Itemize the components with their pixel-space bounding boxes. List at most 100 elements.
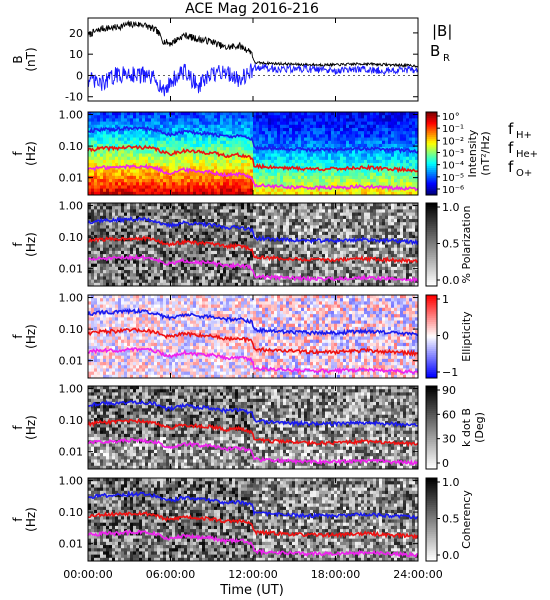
y-tick-label: 0.10 — [59, 323, 84, 336]
colorbar-label: 0.5 — [442, 238, 460, 251]
x-tick-label: 12:00:00 — [228, 568, 277, 581]
y-axis-units: (Hz) — [24, 141, 38, 166]
y-tick-label: 1.00 — [59, 109, 84, 122]
colorbar-kdotb: 90 60 30 0 k dot B (Deg) — [425, 384, 486, 470]
y-tick-label: 1.00 — [59, 292, 84, 305]
y-tick-label: 0.01 — [59, 538, 84, 551]
colorbar-label: 1.0 — [442, 201, 460, 214]
y-tick-label: 0.10 — [59, 140, 84, 153]
colorbar-title: k dot B — [460, 408, 473, 447]
panel-kdotb: 1.00 0.10 0.01 90 60 30 0 k dot B (Deg) f (Hz) — [11, 383, 486, 470]
colorbar-label: 10⁻⁴ — [442, 161, 464, 172]
legend-B-radial-sub: R — [443, 53, 450, 64]
gyro-line-fHe — [87, 327, 419, 357]
colorbar-title: % Polarization — [460, 206, 473, 284]
panel-frame — [87, 111, 419, 196]
colorbar-title: (nT²/Hz) — [479, 131, 492, 175]
colorbar-label: 1 — [442, 293, 449, 306]
colorbar-label: 10⁻² — [442, 136, 464, 147]
colorbar-label: 90 — [442, 384, 456, 397]
y-axis-title: f — [11, 425, 25, 430]
y-axis-title: B — [11, 55, 25, 63]
legend-H+: f — [508, 120, 514, 138]
y-axis-units: (Hz) — [24, 415, 38, 440]
x-tick-label: 24:00:00 — [393, 568, 442, 581]
gyro-line-fHe — [87, 235, 419, 265]
legend-sub-He+: He+ — [516, 149, 538, 160]
x-tick-label: 06:00:00 — [146, 568, 195, 581]
y-axis-units: (Hz) — [24, 232, 38, 257]
y-axis-title: f — [11, 334, 25, 339]
gyro-line-fHe — [87, 510, 419, 540]
colorbar-label: 10⁻⁵ — [442, 173, 464, 184]
y-axis-title: f — [11, 517, 25, 522]
gyro-line-fH — [87, 125, 419, 155]
colorbar-label: 0 — [442, 457, 449, 470]
colorbar-label: 10⁻¹ — [442, 124, 464, 135]
chart-title: ACE Mag 2016-216 — [185, 1, 319, 17]
colorbar-label: 10⁻⁶ — [442, 185, 464, 196]
colorbar-title: Intensity — [466, 129, 479, 177]
y-tick-label: 0.10 — [59, 414, 84, 427]
y-tick-label: 1.00 — [59, 383, 84, 396]
y-axis-units: (nT) — [24, 47, 38, 71]
gyro-line-fH — [87, 399, 419, 428]
series-B-magnitude-line — [87, 19, 419, 68]
y-tick-label: 1.00 — [59, 475, 84, 488]
gyro-line-fH — [87, 490, 419, 520]
spectrogram-polarization — [88, 203, 419, 287]
legend-He+: f — [508, 139, 514, 157]
panel-frame — [87, 202, 419, 287]
y-axis-title: f — [11, 242, 25, 247]
gyro-line-fO — [87, 529, 419, 558]
y-tick-label: 0.01 — [59, 355, 84, 368]
y-tick-label: -10 — [65, 91, 83, 104]
colorbar-polarization: 1.0 0.5 0.0% Polarization — [425, 201, 473, 287]
legend-sub-H+: H+ — [516, 130, 532, 141]
colorbar-label: 30 — [442, 433, 456, 446]
gyro-line-fH — [87, 215, 419, 246]
y-tick-label: 0.01 — [59, 263, 84, 276]
x-axis-title: Time (UT) — [219, 583, 284, 598]
gyro-line-fO — [87, 254, 419, 284]
colorbar-label: 60 — [442, 408, 456, 421]
legend-O+: f — [508, 158, 514, 176]
colorbar-title: (Deg) — [473, 412, 486, 443]
y-tick-label: 0.01 — [59, 172, 84, 185]
x-tick-label: 18:00:00 — [311, 568, 360, 581]
colorbar-label: 0.0 — [442, 274, 460, 287]
colorbar-label: 0 — [442, 330, 449, 343]
colorbar-label: −1 — [442, 366, 458, 379]
colorbar-title: Ellipticity — [460, 311, 473, 362]
y-axis-title: f — [11, 151, 25, 156]
gyro-line-fH — [87, 307, 419, 337]
colorbar-label: 1.0 — [442, 476, 460, 489]
colorbar-label: 10⁻³ — [442, 149, 464, 160]
colorbar-label: 0.0 — [442, 549, 460, 562]
colorbar-title: Coherency — [460, 490, 473, 549]
gyro-line-fO — [87, 346, 419, 375]
panel-polarization: 1.00 0.10 0.01 1.0 0.5 0.0% Polarization f (Hz) — [11, 200, 473, 287]
legend-B-radial: B — [430, 42, 440, 60]
gyro-line-fHe — [87, 144, 419, 174]
y-tick-label: 0 — [76, 69, 83, 82]
y-axis-units: (Hz) — [24, 324, 38, 349]
y-tick-label: 0.01 — [59, 446, 84, 459]
series-B-radial-line — [87, 62, 419, 97]
y-tick-label: 10 — [69, 48, 83, 61]
legend-B-magnitude: |B| — [432, 22, 452, 40]
panel-frame — [87, 477, 419, 562]
panel-frame — [87, 385, 419, 470]
panel-intensity: 1.00 0.10 0.01 10°10⁻¹10⁻² 10⁻³10⁻⁴10⁻⁵10⁻⁶I… — [11, 109, 538, 196]
y-tick-label: 20 — [69, 27, 83, 40]
y-tick-label: 1.00 — [59, 200, 84, 213]
y-axis-units: (Hz) — [24, 507, 38, 532]
colorbar-label: 0.5 — [442, 513, 460, 526]
